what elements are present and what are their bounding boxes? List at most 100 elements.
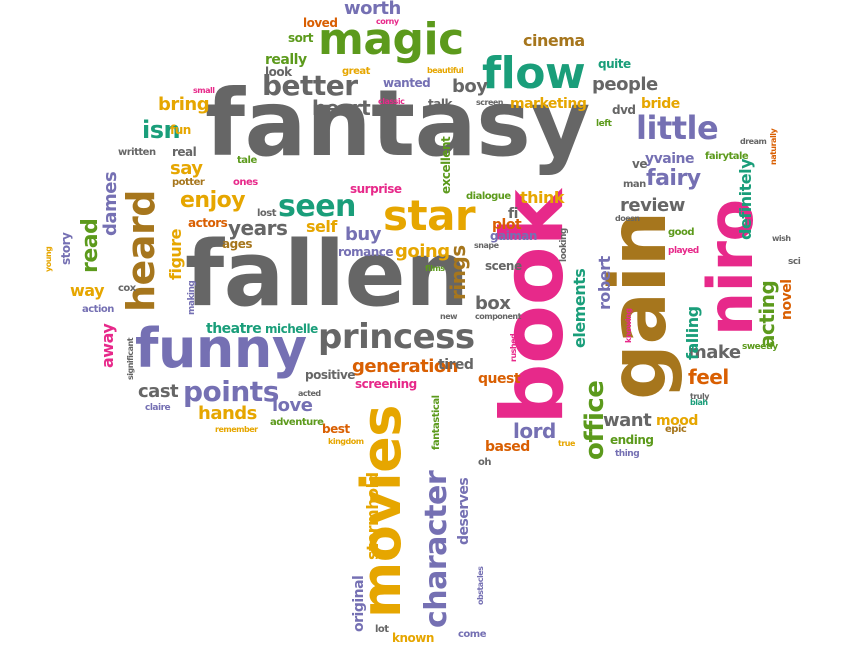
word-enjoy: enjoy (180, 188, 246, 213)
word-classic: classic (378, 97, 405, 106)
word-robert: robert (595, 256, 614, 310)
word-significant: significant (126, 337, 135, 380)
word-real: real (172, 145, 197, 159)
word-fi: fi (508, 206, 518, 222)
word-ve: ve (632, 157, 647, 171)
word-rings: rings (446, 245, 470, 300)
word-corny: corny (376, 17, 399, 26)
word-screen: screen (476, 98, 504, 107)
word-loved: loved (303, 16, 338, 30)
word-self: self (306, 217, 337, 236)
word-read: read (78, 218, 103, 273)
word-isn: isn (142, 116, 181, 144)
word-story: story (59, 232, 73, 265)
word-gaiman: gaiman (490, 229, 537, 243)
word-come: come (458, 629, 487, 640)
word-blah: blah (690, 398, 708, 407)
word-left: left (596, 119, 612, 129)
word-tale: tale (237, 155, 257, 166)
word-acting: acting (755, 280, 779, 348)
word-excellent: excellent (439, 136, 453, 194)
word-scene: scene (485, 259, 522, 273)
word-positive: positive (305, 368, 355, 382)
word-fantasy: fantasy (205, 70, 590, 177)
word-fun: fun (170, 123, 191, 137)
word-fairy: fairy (646, 166, 701, 191)
word-wish: wish (772, 234, 791, 243)
word-stormhold: stormhold (363, 472, 382, 560)
word-screening: screening (355, 377, 417, 391)
word-sci: sci (788, 257, 801, 267)
word-obstacles: obstacles (476, 566, 485, 605)
word-quest: quest (478, 371, 521, 387)
word-small: small (193, 86, 215, 95)
word-look: look (265, 65, 292, 79)
word-review: review (620, 195, 685, 216)
word-years: years (228, 216, 288, 240)
word-dream: dream (740, 137, 767, 146)
word-heart: heart (312, 96, 371, 120)
word-bride: bride (641, 96, 680, 112)
word-buy: buy (345, 224, 381, 245)
word-yvaine: yvaine (645, 151, 694, 167)
word-based: based (485, 439, 530, 455)
word-generation: generation (352, 356, 459, 377)
word-michelle: michelle (265, 322, 318, 336)
word-cast: cast (138, 381, 179, 402)
word-naturally: naturally (769, 128, 778, 165)
word-elements: elements (570, 268, 589, 348)
word-points: points (183, 375, 279, 408)
word-remember: remember (215, 425, 258, 434)
word-novel: novel (779, 279, 795, 320)
word-kingdom: kingdom (328, 437, 364, 446)
word-boy: boy (452, 76, 488, 97)
word-box: box (475, 293, 511, 314)
word-component: component (475, 312, 521, 321)
word-thing: thing (615, 449, 640, 459)
word-oh: oh (478, 457, 492, 468)
word-fallen: fallen (185, 222, 469, 327)
word-ending: ending (610, 433, 654, 447)
word-young: young (44, 246, 53, 272)
word-epic: epic (665, 424, 687, 435)
word-potter: potter (172, 177, 205, 188)
word-snape: snape (474, 241, 499, 250)
word-acted: acted (298, 389, 321, 398)
word-best: best (322, 422, 350, 436)
word-quite: quite (598, 57, 631, 71)
word-princess: princess (318, 317, 475, 357)
word-magic: magic (318, 14, 464, 65)
word-good: good (668, 227, 695, 238)
word-star: star (383, 191, 476, 240)
word-lost: lost (257, 208, 277, 219)
word-hands: hands (198, 403, 257, 424)
word-really: really (265, 52, 307, 68)
word-beautiful: beautiful (427, 66, 464, 75)
word-character: character (419, 470, 454, 628)
word-make: make (688, 342, 741, 363)
word-say: say (170, 158, 203, 179)
word-figure: figure (166, 228, 185, 280)
word-want: want (603, 410, 652, 431)
word-action: action (82, 304, 114, 315)
word-ones: ones (233, 177, 258, 188)
word-talk: talk (428, 97, 452, 111)
word-films: films (425, 264, 445, 273)
word-knowing: knowing (624, 308, 633, 343)
word-plot: plot (492, 217, 522, 233)
word-definitely: definitely (736, 158, 755, 240)
word-way: way (70, 281, 105, 300)
word-deserves: deserves (456, 477, 472, 545)
word-think: think (520, 188, 565, 207)
word-played: played (668, 246, 699, 256)
word-fantastical: fantastical (431, 395, 442, 450)
word-seen: seen (278, 189, 356, 224)
word-romance: romance (338, 245, 394, 259)
word-people: people (592, 74, 658, 95)
word-dames: dames (100, 171, 121, 236)
word-ages: ages (222, 237, 252, 251)
word-cox: cox (118, 283, 136, 294)
word-tired: tired (438, 357, 474, 373)
word-worth: worth (344, 0, 401, 19)
